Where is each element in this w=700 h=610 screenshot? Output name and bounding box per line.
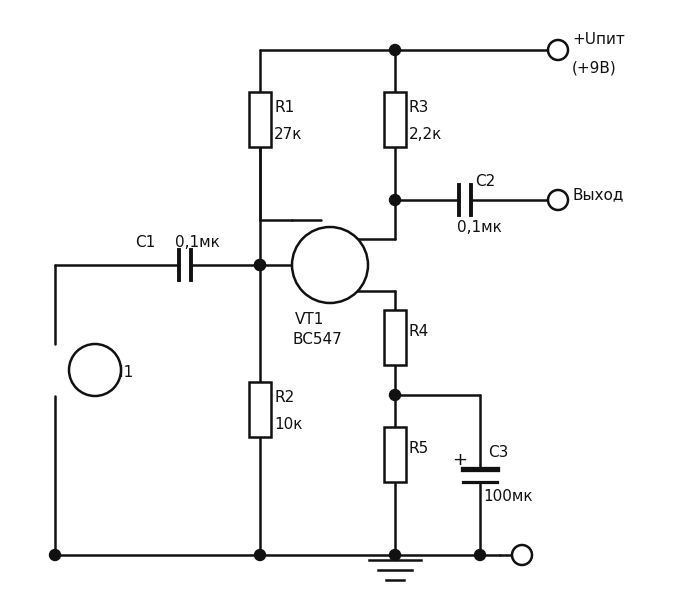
Text: BC547: BC547	[292, 332, 342, 348]
Circle shape	[255, 259, 265, 270]
Text: ВМ1: ВМ1	[100, 365, 133, 381]
Text: C2: C2	[475, 174, 496, 190]
Text: Выход: Выход	[572, 187, 624, 203]
Text: 2,2к: 2,2к	[409, 127, 442, 143]
Circle shape	[389, 195, 400, 206]
Text: R5: R5	[409, 442, 429, 456]
Circle shape	[475, 550, 486, 561]
Bar	[249, 93, 271, 148]
Text: VT1: VT1	[295, 312, 324, 328]
Circle shape	[389, 45, 400, 56]
Circle shape	[255, 259, 265, 270]
Text: +: +	[452, 451, 467, 469]
Circle shape	[548, 190, 568, 210]
Bar	[384, 428, 406, 483]
Text: 0,1мк: 0,1мк	[175, 235, 220, 251]
Circle shape	[389, 550, 400, 561]
Text: C1: C1	[135, 235, 155, 251]
Text: (+9В): (+9В)	[572, 60, 617, 76]
Circle shape	[512, 545, 532, 565]
Text: 0,1мк: 0,1мк	[457, 220, 502, 235]
Text: 100мк: 100мк	[483, 489, 533, 504]
Circle shape	[548, 40, 568, 60]
Text: 10к: 10к	[274, 417, 302, 432]
Circle shape	[389, 390, 400, 401]
Text: C3: C3	[488, 445, 508, 461]
Bar	[384, 310, 406, 365]
Circle shape	[69, 344, 121, 396]
Text: +Uпит: +Uпит	[572, 32, 625, 48]
Circle shape	[255, 550, 265, 561]
Text: R3: R3	[409, 101, 429, 115]
Bar	[384, 93, 406, 148]
Text: R4: R4	[409, 325, 429, 340]
Text: R2: R2	[274, 390, 294, 406]
Circle shape	[292, 227, 368, 303]
Text: R1: R1	[274, 101, 294, 115]
Text: 27к: 27к	[274, 127, 302, 143]
Circle shape	[50, 550, 60, 561]
Bar	[249, 382, 271, 437]
